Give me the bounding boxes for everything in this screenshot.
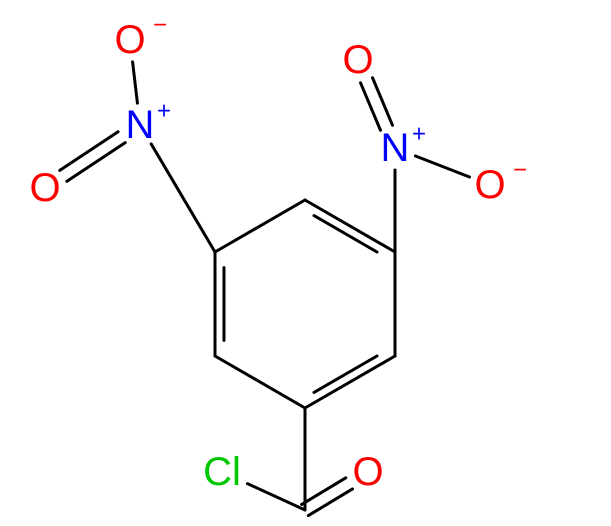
cl-atom-label: Cl <box>203 450 241 494</box>
o-atom-label: O <box>474 163 505 207</box>
o-atom-label: O <box>352 450 383 494</box>
molecule-diagram: N+OO−N+OO−OCl <box>0 0 611 526</box>
charge-label: + <box>412 121 426 148</box>
charge-label: + <box>157 98 171 125</box>
o-atom-label: O <box>29 166 60 210</box>
charge-label: − <box>513 157 527 184</box>
o-atom-label: O <box>342 38 373 82</box>
n-atom-label: N <box>126 103 155 147</box>
n-atom-label: N <box>381 126 410 170</box>
charge-label: − <box>153 12 167 39</box>
o-atom-label: O <box>114 18 145 62</box>
